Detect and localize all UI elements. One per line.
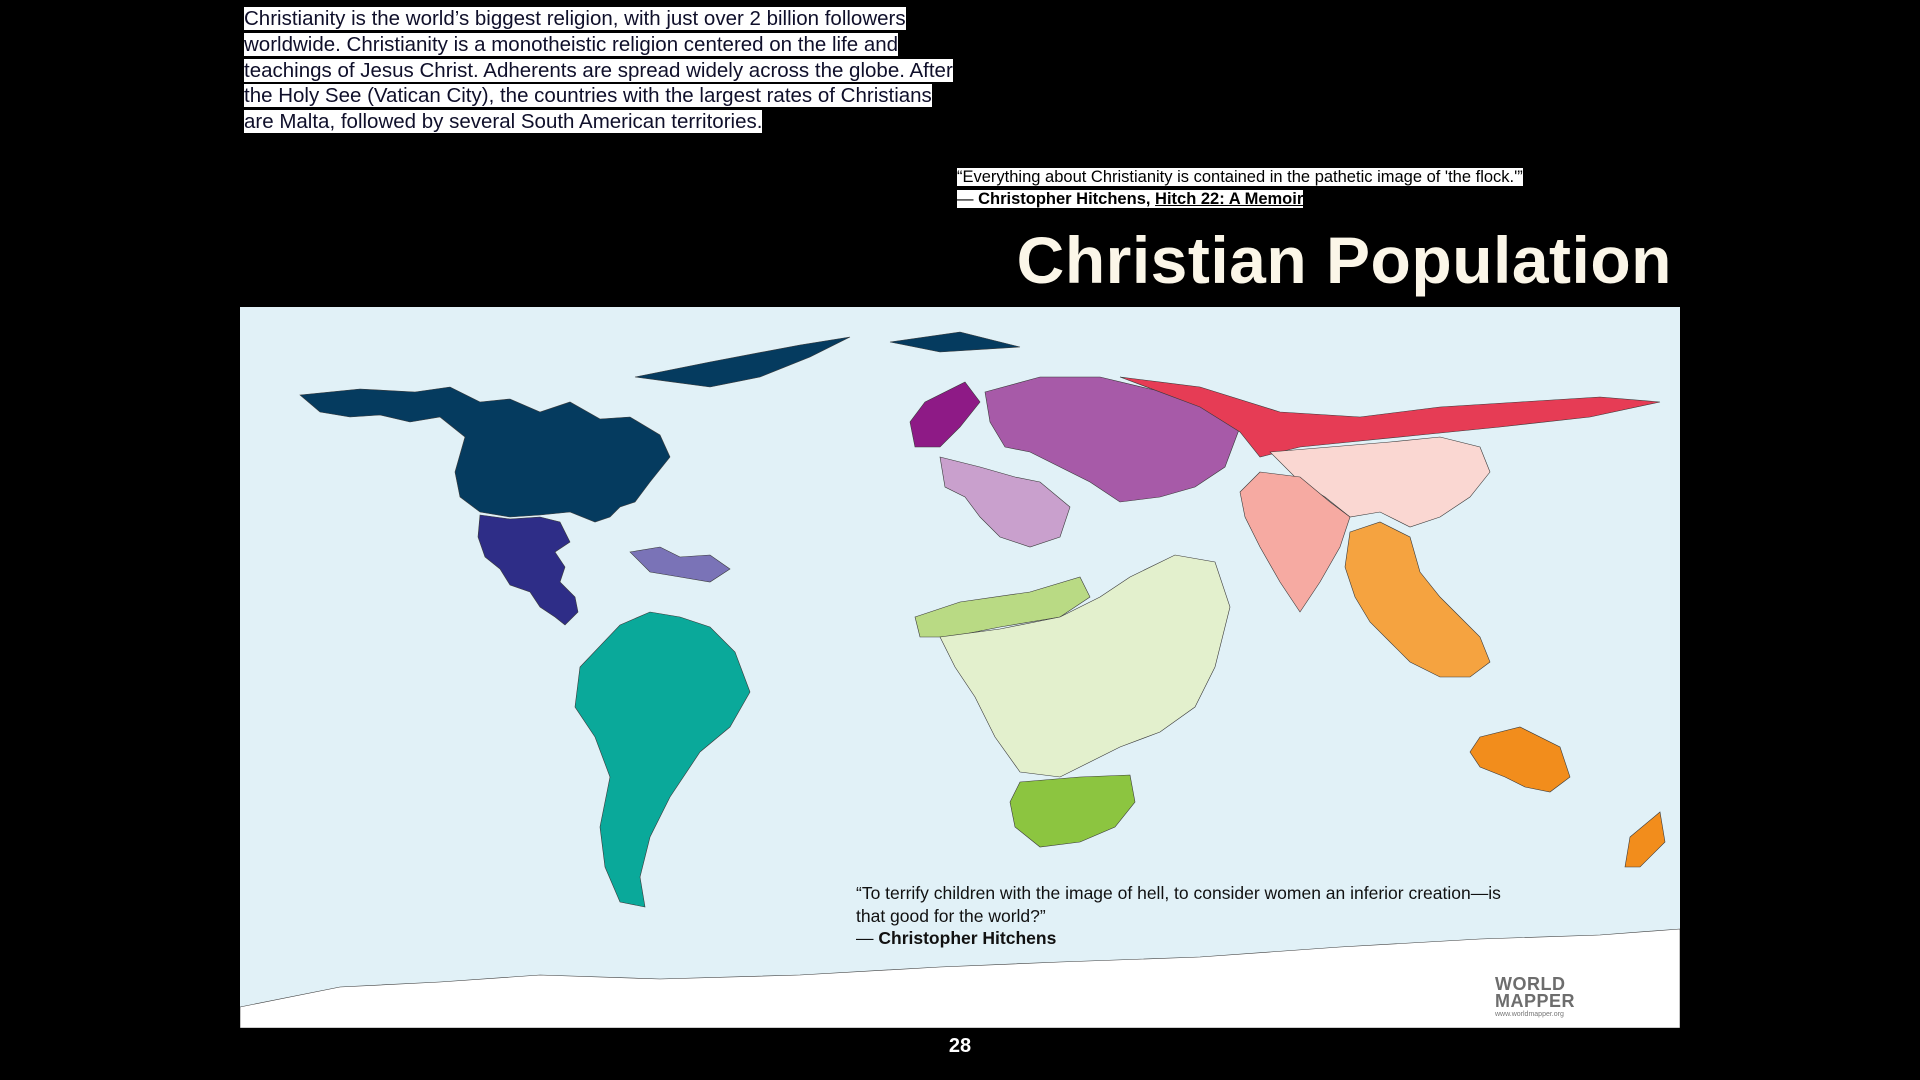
- quote-top-attribution: — Christopher Hitchens, Hitch 22: A Memo…: [957, 190, 1304, 208]
- intro-line: are Malta, followed by several South Ame…: [244, 110, 763, 134]
- antarctica: [240, 928, 1680, 1028]
- southern-africa: [1009, 774, 1136, 848]
- eastern-europe: [984, 376, 1241, 503]
- russia: [1119, 376, 1661, 458]
- intro-line: teachings of Jesus Christ. Adherents are…: [244, 58, 953, 82]
- africa: [939, 554, 1231, 778]
- page-number: 28: [948, 1035, 972, 1057]
- map-graphic: [240, 307, 1680, 1028]
- logo-url: www.worldmapper.org: [1495, 1011, 1564, 1018]
- intro-paragraph: Christianity is the world’s biggest reli…: [244, 6, 1019, 135]
- quote-top: “Everything about Christianity is contai…: [957, 166, 1597, 210]
- north-america: [299, 386, 671, 523]
- quote-top-book: Hitch 22: A Memoir: [1155, 190, 1304, 208]
- arctic-islands: [634, 331, 1021, 388]
- logo-line-2: MAPPER: [1495, 991, 1576, 1011]
- quote-bottom-author: Christopher Hitchens: [878, 928, 1057, 948]
- logo-line-1: WORLD: [1495, 974, 1566, 994]
- caribbean: [629, 546, 731, 583]
- quote-top-text: “Everything about Christianity is contai…: [957, 168, 1523, 186]
- western-europe: [909, 381, 981, 448]
- north-africa: [914, 576, 1091, 638]
- quote-bottom-attribution: — Christopher Hitchens: [856, 927, 1576, 950]
- intro-line: Christianity is the world’s biggest reli…: [244, 7, 906, 30]
- intro-line: the Holy See (Vatican City), the countri…: [244, 84, 932, 108]
- quote-bottom-line-1: “To terrify children with the image of h…: [856, 883, 1501, 903]
- intro-line: worldwide. Christianity is a monotheisti…: [244, 32, 899, 56]
- central-america: [477, 514, 579, 626]
- southeast-asia: [1344, 521, 1491, 678]
- dash: —: [957, 190, 979, 208]
- quote-bottom-line-2: that good for the world?”: [856, 905, 1046, 926]
- southern-europe: [939, 456, 1071, 548]
- cartogram-map: “To terrify children with the image of h…: [240, 307, 1680, 1028]
- east-asia: [1269, 436, 1491, 528]
- worldmapper-logo: WORLD MAPPER www.worldmapper.org: [1495, 974, 1595, 1019]
- quote-bottom: “To terrify children with the image of h…: [856, 882, 1576, 950]
- quote-top-author: Christopher Hitchens,: [978, 190, 1156, 208]
- oceania: [1469, 726, 1666, 868]
- slide-title: Christian Population: [1016, 223, 1672, 297]
- south-asia: [1239, 471, 1351, 613]
- south-america: [574, 611, 751, 908]
- dash: —: [856, 928, 879, 948]
